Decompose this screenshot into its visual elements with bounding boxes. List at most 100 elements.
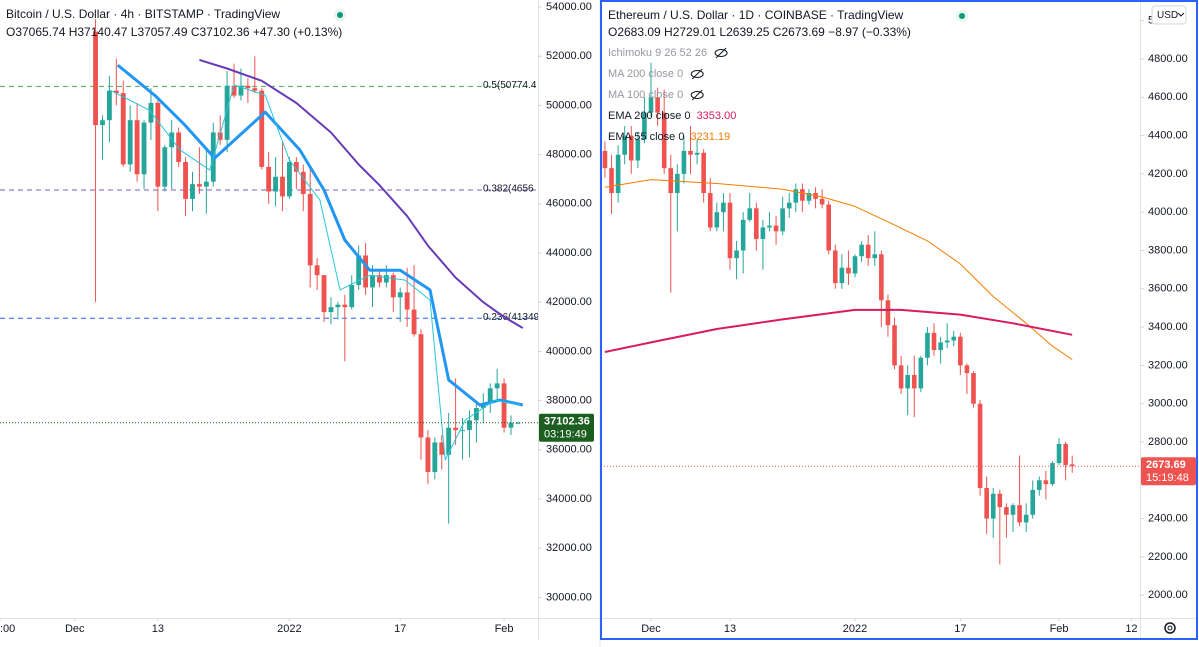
candle-body bbox=[425, 437, 431, 472]
candle-body bbox=[397, 292, 403, 298]
candle-body bbox=[1050, 463, 1055, 485]
y-tick-label: 2200.00 bbox=[1148, 551, 1188, 563]
candle-body bbox=[951, 336, 957, 341]
candle-body bbox=[446, 427, 452, 455]
candle-body bbox=[141, 122, 147, 175]
candle-body bbox=[383, 275, 389, 283]
candle-body bbox=[1023, 514, 1029, 523]
gear[interactable] bbox=[1164, 622, 1176, 634]
candle-body bbox=[508, 422, 514, 428]
candle-body bbox=[826, 204, 832, 251]
candle-body bbox=[217, 132, 223, 140]
candle-body bbox=[971, 373, 976, 404]
x-tick-label: 13 bbox=[724, 623, 736, 635]
y-tick-label: 2400.00 bbox=[1148, 513, 1188, 525]
candle-body bbox=[418, 334, 424, 438]
candle-body bbox=[1063, 443, 1068, 465]
x-tick-label: Dec bbox=[65, 623, 85, 635]
status-dot bbox=[959, 13, 965, 19]
candle-body bbox=[997, 493, 1003, 508]
y-tick-label: 46000.00 bbox=[546, 198, 592, 210]
candle-body bbox=[342, 304, 348, 308]
price-tag-label: 2673.69 bbox=[1146, 459, 1186, 471]
candle-body bbox=[977, 403, 983, 488]
candle-body bbox=[655, 97, 660, 113]
candle-body bbox=[832, 250, 838, 284]
legend-value: 3231.19 bbox=[690, 131, 730, 143]
x-tick-label: 2022 bbox=[277, 623, 301, 635]
candle-body bbox=[747, 208, 753, 220]
ohlc: O37065.74 H37140.47 L37057.49 C37102.36 … bbox=[6, 25, 342, 39]
candle-body bbox=[120, 93, 126, 165]
candle-body bbox=[628, 135, 634, 161]
candle-body bbox=[780, 208, 785, 232]
y-tick-label: 54000.00 bbox=[546, 1, 592, 13]
candle-body bbox=[714, 212, 720, 228]
candle-body bbox=[865, 244, 871, 259]
candle-body bbox=[224, 85, 230, 140]
candle-body bbox=[439, 442, 445, 455]
candle-body bbox=[155, 102, 161, 187]
candle-body bbox=[100, 120, 105, 126]
chevron bbox=[1177, 12, 1185, 17]
candle-body bbox=[162, 147, 168, 187]
y-tick-label: 40000.00 bbox=[546, 345, 592, 357]
candle-body bbox=[404, 292, 410, 310]
active-panel-border bbox=[600, 0, 1198, 640]
eth-header: Ethereum / U.S. Dollar · 1D · COINBASE ·… bbox=[608, 8, 968, 39]
currency-button[interactable]: USD bbox=[1151, 5, 1187, 25]
x-tick-label: Feb bbox=[495, 623, 514, 635]
candle-body bbox=[984, 487, 989, 519]
legend-name: EMA 200 close 0 bbox=[608, 110, 691, 122]
y-tick-label: 4800.00 bbox=[1148, 53, 1188, 65]
candle-body bbox=[287, 161, 292, 197]
currency[interactable]: USD bbox=[1157, 10, 1178, 21]
candle-body bbox=[806, 193, 812, 201]
candle-body bbox=[879, 254, 884, 301]
candle-body bbox=[958, 336, 963, 366]
candle-body bbox=[113, 90, 119, 94]
y-tick-label: 52000.00 bbox=[546, 50, 592, 62]
settings-button[interactable] bbox=[1164, 622, 1176, 634]
hidden-eye-slash bbox=[691, 68, 703, 80]
candle-body bbox=[990, 493, 996, 519]
candle-body bbox=[238, 85, 244, 96]
candle-body bbox=[363, 255, 369, 288]
y-tick-label: 4000.00 bbox=[1148, 206, 1188, 218]
candle-body bbox=[648, 97, 654, 113]
fib-label: 0.5(50774.4 bbox=[483, 80, 537, 91]
y-tick-label: 4600.00 bbox=[1148, 91, 1188, 103]
candle-body bbox=[280, 176, 285, 197]
x-tick-label: 12 bbox=[1125, 623, 1137, 635]
candle-body bbox=[938, 342, 943, 351]
gear-center bbox=[1167, 625, 1173, 631]
candle-body bbox=[1030, 489, 1036, 515]
candle-body bbox=[106, 90, 112, 121]
candle-body bbox=[501, 383, 507, 428]
y-tick-label: 50000.00 bbox=[546, 99, 592, 111]
legend-name: Ichimoku 9 26 52 26 bbox=[608, 47, 707, 59]
chart-title: Ethereum / U.S. Dollar · 1D · COINBASE ·… bbox=[608, 8, 904, 22]
candle-body bbox=[266, 166, 272, 192]
candle-body bbox=[1017, 505, 1022, 523]
candle-body bbox=[688, 150, 693, 155]
candle-body bbox=[245, 85, 251, 89]
candle-body bbox=[300, 171, 306, 194]
fib-label: 0.382(4656 bbox=[483, 184, 534, 195]
candle-body bbox=[602, 150, 608, 169]
candle-body bbox=[370, 275, 375, 288]
currency-box[interactable] bbox=[1151, 5, 1187, 25]
candle-body bbox=[740, 219, 746, 251]
y-tick-label: 44000.00 bbox=[546, 247, 592, 259]
candle-body bbox=[93, 31, 98, 126]
candle-body bbox=[760, 227, 766, 240]
price-tag-label: 37102.36 bbox=[544, 416, 590, 428]
candle-body bbox=[661, 112, 667, 169]
y-tick-label: 3200.00 bbox=[1148, 359, 1188, 371]
candle-body bbox=[754, 208, 759, 240]
chart-title: Bitcoin / U.S. Dollar · 4h · BITSTAMP · … bbox=[6, 7, 280, 21]
candle-body bbox=[1010, 505, 1016, 515]
candle-body bbox=[314, 265, 320, 276]
candle-body bbox=[642, 112, 647, 140]
x-tick-label: Feb bbox=[1050, 623, 1069, 635]
